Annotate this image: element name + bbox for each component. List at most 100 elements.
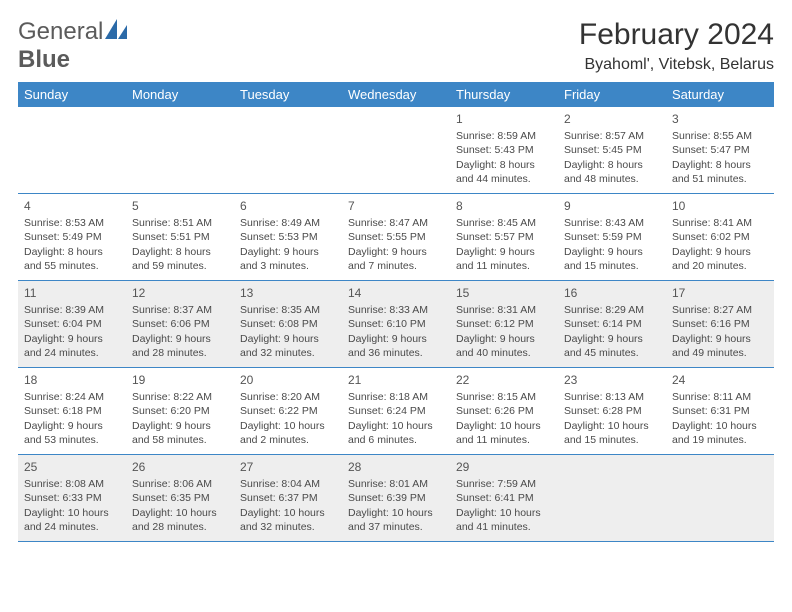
daylight-text: Daylight: 10 hours and 2 minutes. — [240, 419, 336, 447]
sunset-text: Sunset: 6:39 PM — [348, 491, 444, 505]
day-cell: 20 Sunrise: 8:20 AMSunset: 6:22 PMDayligh… — [234, 368, 342, 454]
sunset-text: Sunset: 5:53 PM — [240, 230, 336, 244]
day-number: 26 — [132, 459, 228, 475]
day-cell: 21Sunrise: 8:18 AMSunset: 6:24 PMDayligh… — [342, 368, 450, 454]
weekday-sunday: Sunday — [18, 82, 126, 107]
day-cell: 29Sunrise: 7:59 AMSunset: 6:41 PMDayligh… — [450, 455, 558, 541]
daylight-text: Daylight: 10 hours and 32 minutes. — [240, 506, 336, 534]
weekday-friday: Friday — [558, 82, 666, 107]
sunset-text: Sunset: 6:26 PM — [456, 404, 552, 418]
sunrise-text: Sunrise: 8:29 AM — [564, 303, 660, 317]
day-number: 29 — [456, 459, 552, 475]
day-number: 10 — [672, 198, 768, 214]
sunrise-text: Sunrise: 8:47 AM — [348, 216, 444, 230]
daylight-text: Daylight: 10 hours and 19 minutes. — [672, 419, 768, 447]
weekday-monday: Monday — [126, 82, 234, 107]
sunset-text: Sunset: 6:22 PM — [240, 404, 336, 418]
sunset-text: Sunset: 5:51 PM — [132, 230, 228, 244]
day-cell: 17 Sunrise: 8:27 AMSunset: 6:16 PMDayligh… — [666, 281, 774, 367]
day-cell: 10Sunrise: 8:41 AMSunset: 6:02 PMDayligh… — [666, 194, 774, 280]
day-number: 11 — [24, 285, 120, 301]
sunset-text: Sunset: 6:06 PM — [132, 317, 228, 331]
day-cell: 12Sunrise: 8:37 AMSunset: 6:06 PMDayligh… — [126, 281, 234, 367]
day-cell: 26 Sunrise: 8:06 AMSunset: 6:35 PMDayligh… — [126, 455, 234, 541]
sail-icon — [105, 18, 127, 46]
week-row: 1Sunrise: 8:59 AMSunset: 5:43 PMDaylight… — [18, 107, 774, 194]
sunset-text: Sunset: 6:33 PM — [24, 491, 120, 505]
day-cell — [126, 107, 234, 193]
sunrise-text: Sunrise: 8:45 AM — [456, 216, 552, 230]
day-cell — [558, 455, 666, 541]
daylight-text: Daylight: 9 hours and 45 minutes. — [564, 332, 660, 360]
daylight-text: Daylight: 8 hours and 55 minutes. — [24, 245, 120, 273]
day-cell: 11Sunrise: 8:39 AMSunset: 6:04 PMDayligh… — [18, 281, 126, 367]
sunrise-text: Sunrise: 8:27 AM — [672, 303, 768, 317]
weekday-wednesday: Wednesday — [342, 82, 450, 107]
day-number: 27 — [240, 459, 336, 475]
day-cell: 9Sunrise: 8:43 AMSunset: 5:59 PMDaylight… — [558, 194, 666, 280]
day-cell: 3Sunrise: 8:55 AMSunset: 5:47 PMDaylight… — [666, 107, 774, 193]
daylight-text: Daylight: 10 hours and 28 minutes. — [132, 506, 228, 534]
sunset-text: Sunset: 5:59 PM — [564, 230, 660, 244]
weekday-thursday: Thursday — [450, 82, 558, 107]
sunset-text: Sunset: 6:37 PM — [240, 491, 336, 505]
sunrise-text: Sunrise: 8:20 AM — [240, 390, 336, 404]
sunset-text: Sunset: 5:45 PM — [564, 143, 660, 157]
day-cell — [18, 107, 126, 193]
brand-logo: General Blue — [18, 18, 127, 74]
day-number: 17 — [672, 285, 768, 301]
day-cell: 28Sunrise: 8:01 AMSunset: 6:39 PMDayligh… — [342, 455, 450, 541]
sunrise-text: Sunrise: 8:24 AM — [24, 390, 120, 404]
day-number: 6 — [240, 198, 336, 214]
sunrise-text: Sunrise: 8:15 AM — [456, 390, 552, 404]
daylight-text: Daylight: 10 hours and 11 minutes. — [456, 419, 552, 447]
sunset-text: Sunset: 5:47 PM — [672, 143, 768, 157]
daylight-text: Daylight: 9 hours and 53 minutes. — [24, 419, 120, 447]
day-cell: 7Sunrise: 8:47 AMSunset: 5:55 PMDaylight… — [342, 194, 450, 280]
daylight-text: Daylight: 9 hours and 15 minutes. — [564, 245, 660, 273]
title-block: February 2024 Byahoml', Vitebsk, Belarus — [579, 18, 774, 74]
sunrise-text: Sunrise: 8:18 AM — [348, 390, 444, 404]
sunrise-text: Sunrise: 8:06 AM — [132, 477, 228, 491]
day-number: 18 — [24, 372, 120, 388]
day-cell: 4 Sunrise: 8:53 AMSunset: 5:49 PMDaylight… — [18, 194, 126, 280]
day-cell: 2Sunrise: 8:57 AMSunset: 5:45 PMDaylight… — [558, 107, 666, 193]
daylight-text: Daylight: 10 hours and 6 minutes. — [348, 419, 444, 447]
month-title: February 2024 — [579, 18, 774, 52]
weekday-header: Sunday Monday Tuesday Wednesday Thursday… — [18, 82, 774, 107]
daylight-text: Daylight: 9 hours and 40 minutes. — [456, 332, 552, 360]
day-cell — [342, 107, 450, 193]
day-number: 21 — [348, 372, 444, 388]
sunrise-text: Sunrise: 8:59 AM — [456, 129, 552, 143]
sunrise-text: Sunrise: 8:43 AM — [564, 216, 660, 230]
calendar: Sunday Monday Tuesday Wednesday Thursday… — [18, 82, 774, 542]
sunrise-text: Sunrise: 7:59 AM — [456, 477, 552, 491]
day-cell: 16Sunrise: 8:29 AMSunset: 6:14 PMDayligh… — [558, 281, 666, 367]
day-number: 8 — [456, 198, 552, 214]
brand-part2: Blue — [18, 46, 70, 73]
daylight-text: Daylight: 9 hours and 49 minutes. — [672, 332, 768, 360]
day-number: 13 — [240, 285, 336, 301]
day-number: 5 — [132, 198, 228, 214]
sunset-text: Sunset: 5:55 PM — [348, 230, 444, 244]
daylight-text: Daylight: 9 hours and 28 minutes. — [132, 332, 228, 360]
sunset-text: Sunset: 6:16 PM — [672, 317, 768, 331]
sunrise-text: Sunrise: 8:53 AM — [24, 216, 120, 230]
sunset-text: Sunset: 6:28 PM — [564, 404, 660, 418]
week-row: 18Sunrise: 8:24 AMSunset: 6:18 PMDayligh… — [18, 368, 774, 455]
day-cell — [234, 107, 342, 193]
day-number: 2 — [564, 111, 660, 127]
day-number: 20 — [240, 372, 336, 388]
sunset-text: Sunset: 6:35 PM — [132, 491, 228, 505]
day-number: 4 — [24, 198, 120, 214]
day-cell: 13Sunrise: 8:35 AMSunset: 6:08 PMDayligh… — [234, 281, 342, 367]
day-cell: 23Sunrise: 8:13 AMSunset: 6:28 PMDayligh… — [558, 368, 666, 454]
sunset-text: Sunset: 5:49 PM — [24, 230, 120, 244]
weekday-saturday: Saturday — [666, 82, 774, 107]
sunset-text: Sunset: 6:12 PM — [456, 317, 552, 331]
day-number: 28 — [348, 459, 444, 475]
sunrise-text: Sunrise: 8:04 AM — [240, 477, 336, 491]
page: General Blue February 2024 Byahoml', Vit… — [0, 0, 792, 542]
sunset-text: Sunset: 6:31 PM — [672, 404, 768, 418]
day-number: 14 — [348, 285, 444, 301]
